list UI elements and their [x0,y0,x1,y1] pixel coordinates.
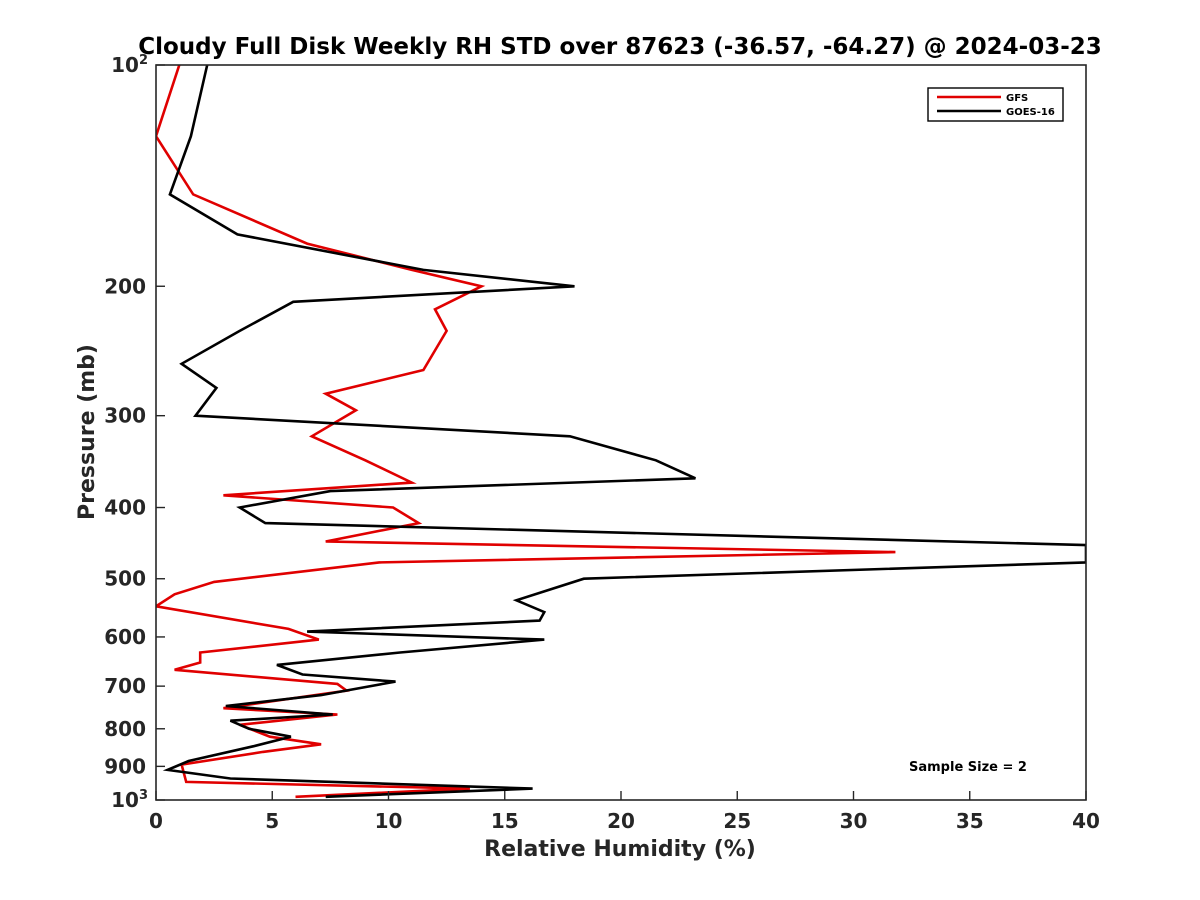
y-tick-label: 900 [104,754,146,778]
y-tick-label: 102 [111,53,148,77]
x-tick-label: 10 [375,809,403,833]
x-tick-label: 25 [723,809,751,833]
x-tick-label: 0 [149,809,163,833]
y-tick-label: 600 [104,625,146,649]
y-tick-label: 500 [104,567,146,591]
chart-title: Cloudy Full Disk Weekly RH STD over 8762… [138,34,1102,60]
series-layer [156,65,1086,799]
x-tick-label: 35 [956,809,984,833]
legend-label-gfs: GFS [1006,93,1028,104]
y-tick-label: 300 [104,404,146,428]
sample-size-note: Sample Size = 2 [909,760,1027,775]
axes-frame [155,64,1087,801]
x-tick-label: 30 [840,809,868,833]
x-tick-label: 40 [1072,809,1100,833]
x-axis-label: Relative Humidity (%) [484,837,756,862]
x-tick-label: 5 [265,809,279,833]
legend-label-goes-16: GOES-16 [1006,107,1055,118]
y-tick-label: 700 [104,674,146,698]
series-line-goes-16 [162,65,1086,799]
legend-box [927,87,1064,122]
tick-layer: 0 5 10 15 20 25 30 35 40 102 200 300 400 500 600 700 800… [104,53,1100,833]
y-tick-label: 200 [104,274,146,298]
x-tick-label: 20 [607,809,635,833]
series-line-gfs [156,65,896,799]
y-tick-label: 800 [104,717,146,741]
x-tick-label: 15 [491,809,519,833]
y-axis-label: Pressure (mb) [75,344,100,520]
legend: GFS GOES-16 [927,87,1064,122]
y-tick-label: 103 [111,788,148,812]
y-tick-label: 400 [104,496,146,520]
